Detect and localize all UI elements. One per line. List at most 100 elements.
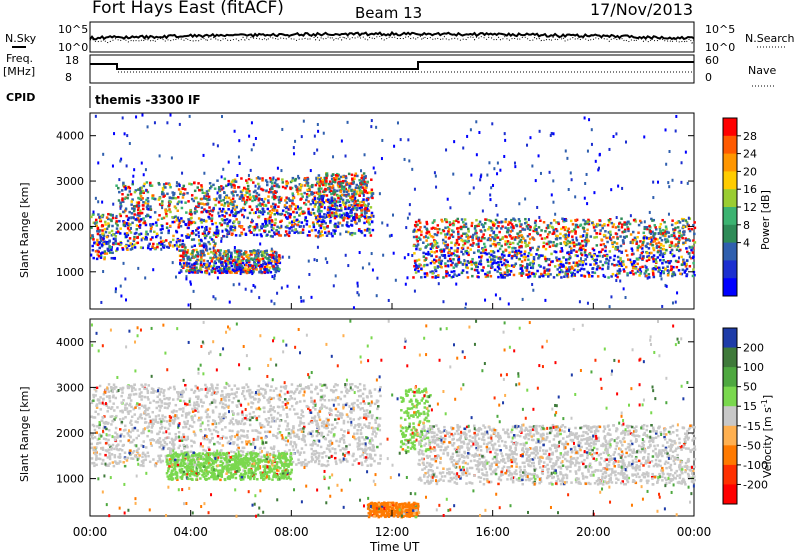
power-noise-cell (239, 263, 242, 267)
power-cell (234, 269, 237, 273)
power-cell (360, 189, 363, 193)
power-cell (98, 242, 101, 245)
power-cell (323, 216, 327, 219)
power-cell (253, 225, 257, 229)
power-cell (685, 274, 688, 278)
power-cell (585, 236, 588, 240)
power-cell (661, 232, 665, 235)
power-cell (431, 221, 435, 225)
power-cell (133, 237, 136, 241)
power-cell (96, 229, 99, 233)
nsky-line (89, 30, 695, 41)
power-cell (111, 233, 115, 236)
power-cell (311, 199, 315, 202)
power-cell (243, 186, 246, 190)
power-cell (637, 244, 640, 248)
power-cell (672, 230, 676, 233)
power-cell (338, 221, 342, 225)
power-cell (240, 232, 244, 236)
power-cell (584, 220, 587, 223)
power-cell (227, 179, 230, 183)
power-cell (321, 179, 324, 182)
power-cell (133, 213, 136, 216)
power-cell (544, 273, 547, 276)
power-cell (425, 272, 429, 275)
power-noise-cell (466, 134, 469, 138)
power-cell (431, 260, 434, 263)
power-cell (450, 233, 454, 237)
power-cell (207, 240, 210, 244)
power-cell (194, 233, 198, 237)
power-cell (232, 194, 235, 197)
velocity-cell (334, 383, 337, 386)
power-cell (316, 222, 319, 225)
power-cell (347, 189, 350, 192)
power-cell (665, 230, 669, 234)
power-cell (667, 231, 670, 234)
power-noise-cell (495, 203, 498, 207)
power-cell (568, 245, 572, 249)
power-cell (275, 209, 279, 212)
power-cell (157, 181, 161, 185)
velocity-cell (203, 437, 206, 441)
power-cell (336, 200, 340, 204)
power-cell (522, 237, 525, 240)
power-cell (98, 233, 102, 237)
power-cell (477, 271, 480, 274)
velocity-cell (333, 447, 337, 451)
power-cell (233, 220, 236, 223)
power-cell (291, 176, 295, 180)
power-cell (103, 228, 107, 231)
power-cell (159, 240, 163, 244)
power-cell (304, 216, 307, 219)
power-cell (518, 230, 522, 234)
velocity-cell (239, 456, 242, 459)
power-noise-cell (299, 296, 302, 300)
power-cell (363, 234, 367, 237)
power-cell (216, 257, 220, 260)
power-cell (164, 208, 167, 212)
power-noise-cell (652, 180, 655, 184)
power-cell (578, 224, 582, 228)
power-cell (603, 254, 606, 257)
power-cell (505, 259, 508, 262)
power-cell (114, 237, 117, 241)
power-cell (574, 254, 578, 257)
velocity-cell (317, 415, 321, 419)
power-cell (254, 256, 258, 259)
power-cell (140, 218, 143, 221)
power-noise-cell (300, 135, 303, 139)
power-noise-cell (386, 223, 389, 227)
power-cell (191, 271, 194, 274)
power-cell (371, 196, 374, 200)
power-noise-cell (375, 294, 378, 298)
power-cell (463, 218, 467, 221)
power-cell (620, 217, 623, 220)
power-noise-cell (566, 156, 569, 160)
power-cell (90, 226, 93, 229)
power-cell (192, 268, 195, 272)
power-cell (652, 275, 656, 279)
power-cell (327, 182, 331, 186)
power-cell (573, 268, 576, 272)
power-cell (623, 221, 626, 224)
power-cell (501, 250, 505, 254)
power-cell (473, 227, 477, 230)
power-cell (507, 228, 510, 232)
power-cell (217, 186, 221, 189)
power-noise-cell (313, 134, 316, 138)
power-cell (442, 254, 445, 257)
power-cell (203, 254, 206, 257)
power-cell (455, 238, 459, 242)
power-cell (470, 263, 473, 266)
power-cell (309, 202, 312, 206)
power-cell (529, 246, 532, 250)
power-cell (414, 220, 418, 224)
power-cell (279, 220, 282, 224)
power-cell (490, 229, 494, 232)
power-noise-cell (488, 270, 491, 274)
power-cell (522, 255, 526, 259)
power-cell (166, 245, 169, 249)
power-cell (317, 174, 321, 177)
power-cell (248, 198, 252, 201)
